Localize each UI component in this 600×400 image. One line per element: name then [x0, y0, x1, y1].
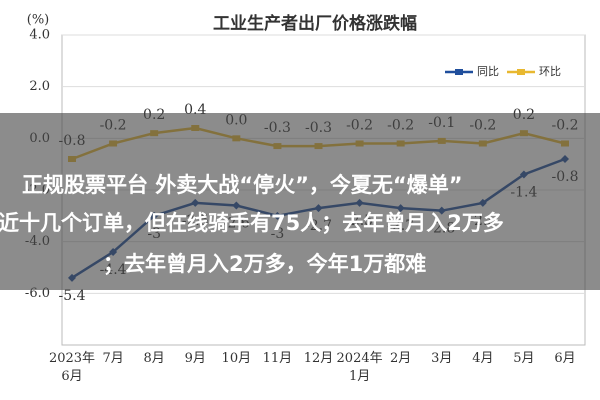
- overlay-line: ；去年曾月入2万多，今年1万都难: [103, 252, 427, 276]
- y-tick-label: 2.0: [29, 79, 50, 94]
- y-tick-label: 4.0: [29, 28, 50, 43]
- x-tick-label: 10月: [221, 351, 252, 366]
- legend-label: 环比: [539, 65, 561, 78]
- x-tick-label: 2月: [390, 351, 412, 366]
- x-tick-label: 3月: [431, 351, 453, 366]
- x-tick-label: 12月: [303, 351, 334, 366]
- x-tick-label: 9月: [184, 351, 206, 366]
- x-tick-label: 8月: [143, 351, 165, 366]
- x-tick-label: 4月: [472, 351, 494, 366]
- x-tick-label: 2023年 6月: [48, 351, 96, 384]
- news-overlay: 正规股票平台 外卖大战“停火”，今夏无“爆单” 近十几个订单，但在线骑手有75人…: [0, 113, 600, 290]
- legend-marker: [455, 69, 463, 75]
- y-axis-label: (%): [27, 13, 50, 28]
- x-tick-label: 7月: [102, 351, 124, 366]
- x-tick-label: 2024年 1月: [336, 351, 383, 384]
- overlay-line: 近十几个订单，但在线骑手有75人；去年曾月入2万多: [0, 211, 504, 235]
- legend-label: 同比: [477, 65, 499, 78]
- chart-title: 工业生产者出厂价格涨跌幅: [213, 13, 417, 34]
- x-tick-label: 6月: [554, 351, 576, 366]
- data-label: -5.4: [59, 288, 86, 304]
- x-tick-label: 5月: [513, 351, 535, 366]
- legend-marker: [517, 69, 525, 75]
- x-tick-label: 11月: [262, 351, 293, 366]
- overlay-line: 正规股票平台 外卖大战“停火”，今夏无“爆单”: [22, 173, 463, 197]
